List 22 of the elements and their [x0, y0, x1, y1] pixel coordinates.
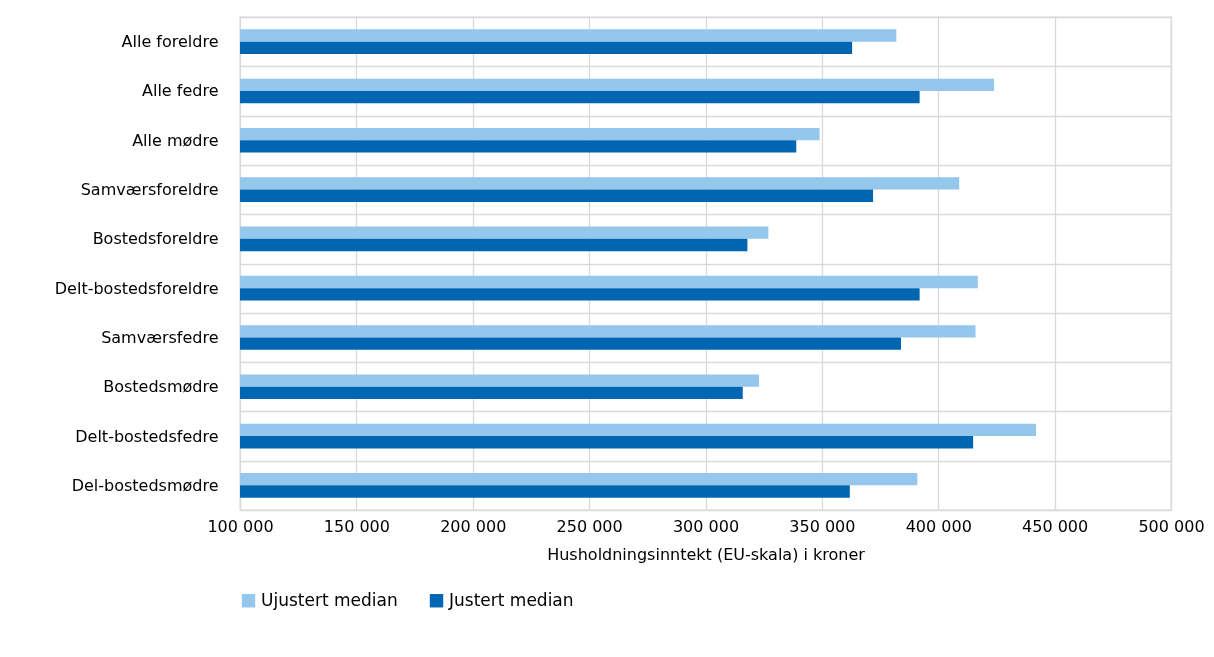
- x-tick-label: 350 000: [789, 516, 856, 536]
- y-tick-label: Bostedsmødre: [103, 377, 219, 397]
- y-tick-label: Samværsfedre: [101, 327, 219, 347]
- x-tick-label: 250 000: [556, 516, 623, 536]
- y-tick-label: Bostedsforeldre: [92, 229, 219, 249]
- y-tick-label: Del-bostedsmødre: [71, 475, 219, 495]
- x-axis-title: Husholdningsinntekt (EU-skala) i kroner: [547, 544, 866, 564]
- x-tick-label: 300 000: [672, 516, 740, 536]
- legend-label: Justert median: [448, 589, 574, 610]
- y-tick-label: Delt-bostedsforeldre: [54, 278, 219, 298]
- legend-label: Ujustert median: [261, 589, 398, 610]
- x-tick-label: 200 000: [440, 516, 507, 536]
- x-tick-label: 450 000: [1022, 516, 1089, 536]
- x-tick-label: 100 000: [207, 516, 274, 536]
- x-tick-label: 150 000: [323, 516, 390, 536]
- y-tick-label: Alle mødre: [132, 130, 219, 150]
- y-tick-label: Alle fedre: [142, 81, 219, 101]
- x-tick-label: 400 000: [905, 516, 972, 536]
- x-tick-label: 500 000: [1138, 516, 1205, 536]
- y-tick-label: Delt-bostedsfedre: [75, 426, 219, 446]
- y-tick-label: Alle foreldre: [121, 32, 219, 52]
- y-tick-label: Samværsforeldre: [80, 180, 219, 200]
